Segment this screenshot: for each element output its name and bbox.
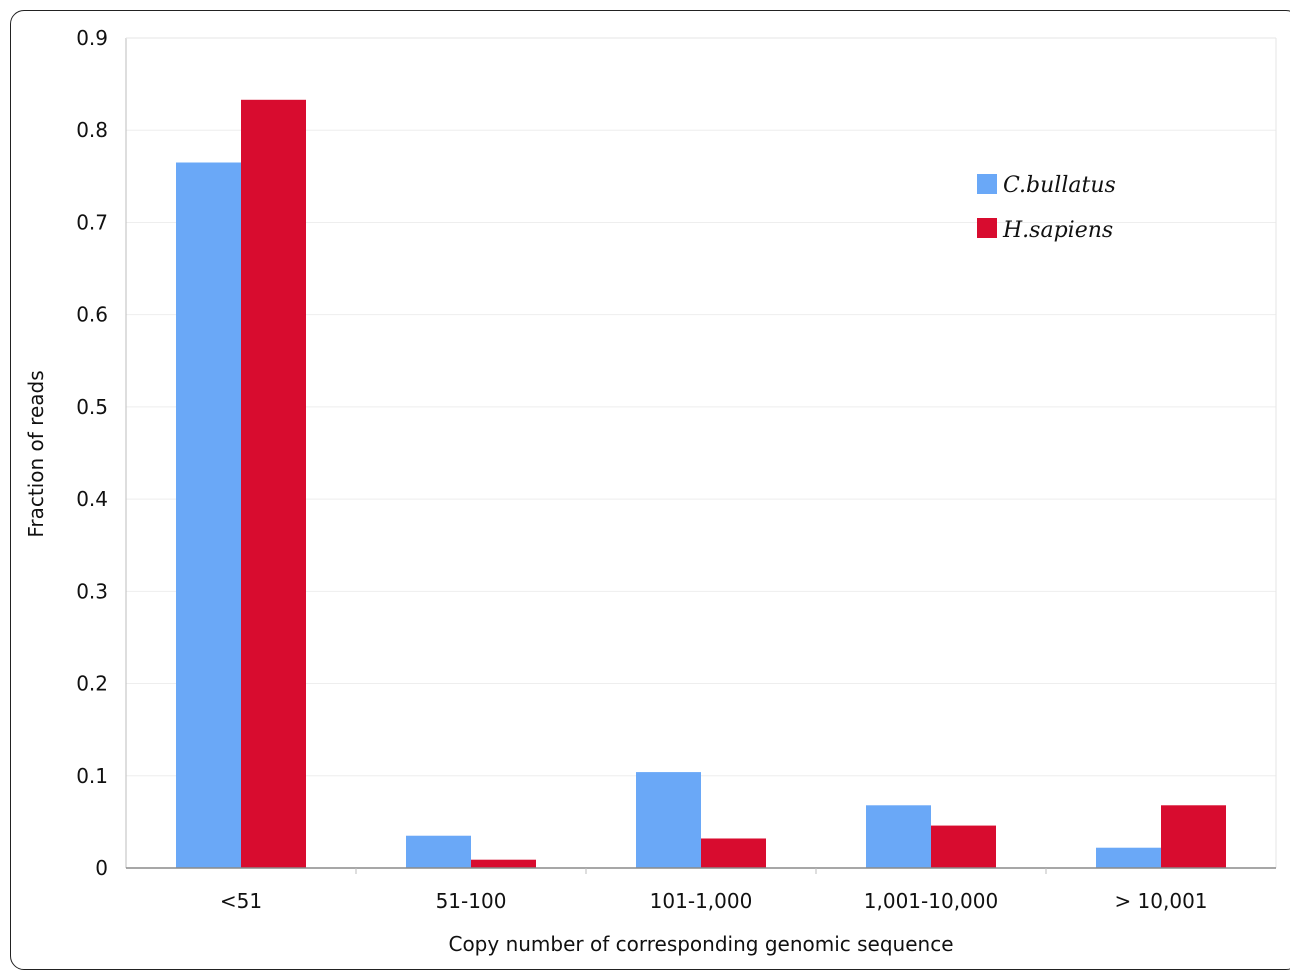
- bar-c-bullatus: [636, 772, 701, 868]
- y-tick-label: 0.3: [76, 579, 108, 603]
- bar-h-sapiens: [701, 838, 766, 868]
- bars: [176, 99, 1226, 869]
- y-tick-label: 0.8: [76, 118, 108, 142]
- y-axis-title: Fraction of reads: [24, 370, 48, 537]
- y-tick-label: 0.7: [76, 210, 108, 234]
- y-tick-label: 0: [95, 856, 108, 880]
- legend-swatch-c-bullatus: [977, 174, 997, 194]
- y-tick-label: 0.6: [76, 303, 108, 327]
- x-tick-label: <51: [220, 889, 262, 913]
- legend-label-h-sapiens: H.sapiens: [1002, 218, 1113, 243]
- x-axis-title: Copy number of corresponding genomic seq…: [448, 932, 953, 956]
- legend-label-c-bullatus: C.bullatus: [1003, 173, 1116, 198]
- y-tick-label: 0.9: [76, 26, 108, 50]
- x-tick-label: 101-1,000: [650, 889, 753, 913]
- legend-swatch-h-sapiens: [977, 218, 997, 238]
- bar-h-sapiens: [931, 825, 996, 868]
- axes: [125, 37, 1277, 874]
- y-tick-label: 0.4: [76, 487, 108, 511]
- y-tick-label: 0.1: [76, 764, 108, 788]
- bar-c-bullatus: [176, 162, 241, 868]
- x-tick-label: 1,001-10,000: [864, 889, 998, 913]
- legend: C.bullatus H.sapiens: [977, 173, 1116, 243]
- bar-c-bullatus: [406, 835, 471, 868]
- bar-h-sapiens: [471, 859, 536, 868]
- y-tick-labels: 0 0.1 0.2 0.3 0.4 0.5 0.6 0.7 0.8 0.9: [76, 26, 108, 880]
- bar-c-bullatus: [866, 805, 931, 868]
- bar-c-bullatus: [1096, 847, 1161, 868]
- x-tick-label: > 10,001: [1114, 889, 1207, 913]
- y-tick-label: 0.5: [76, 395, 108, 419]
- bar-h-sapiens: [241, 99, 306, 869]
- x-tick-labels: <51 51-100 101-1,000 1,001-10,000 > 10,001: [220, 889, 1208, 913]
- bar-h-sapiens: [1161, 805, 1226, 868]
- y-tick-label: 0.2: [76, 672, 108, 696]
- x-tick-label: 51-100: [436, 889, 507, 913]
